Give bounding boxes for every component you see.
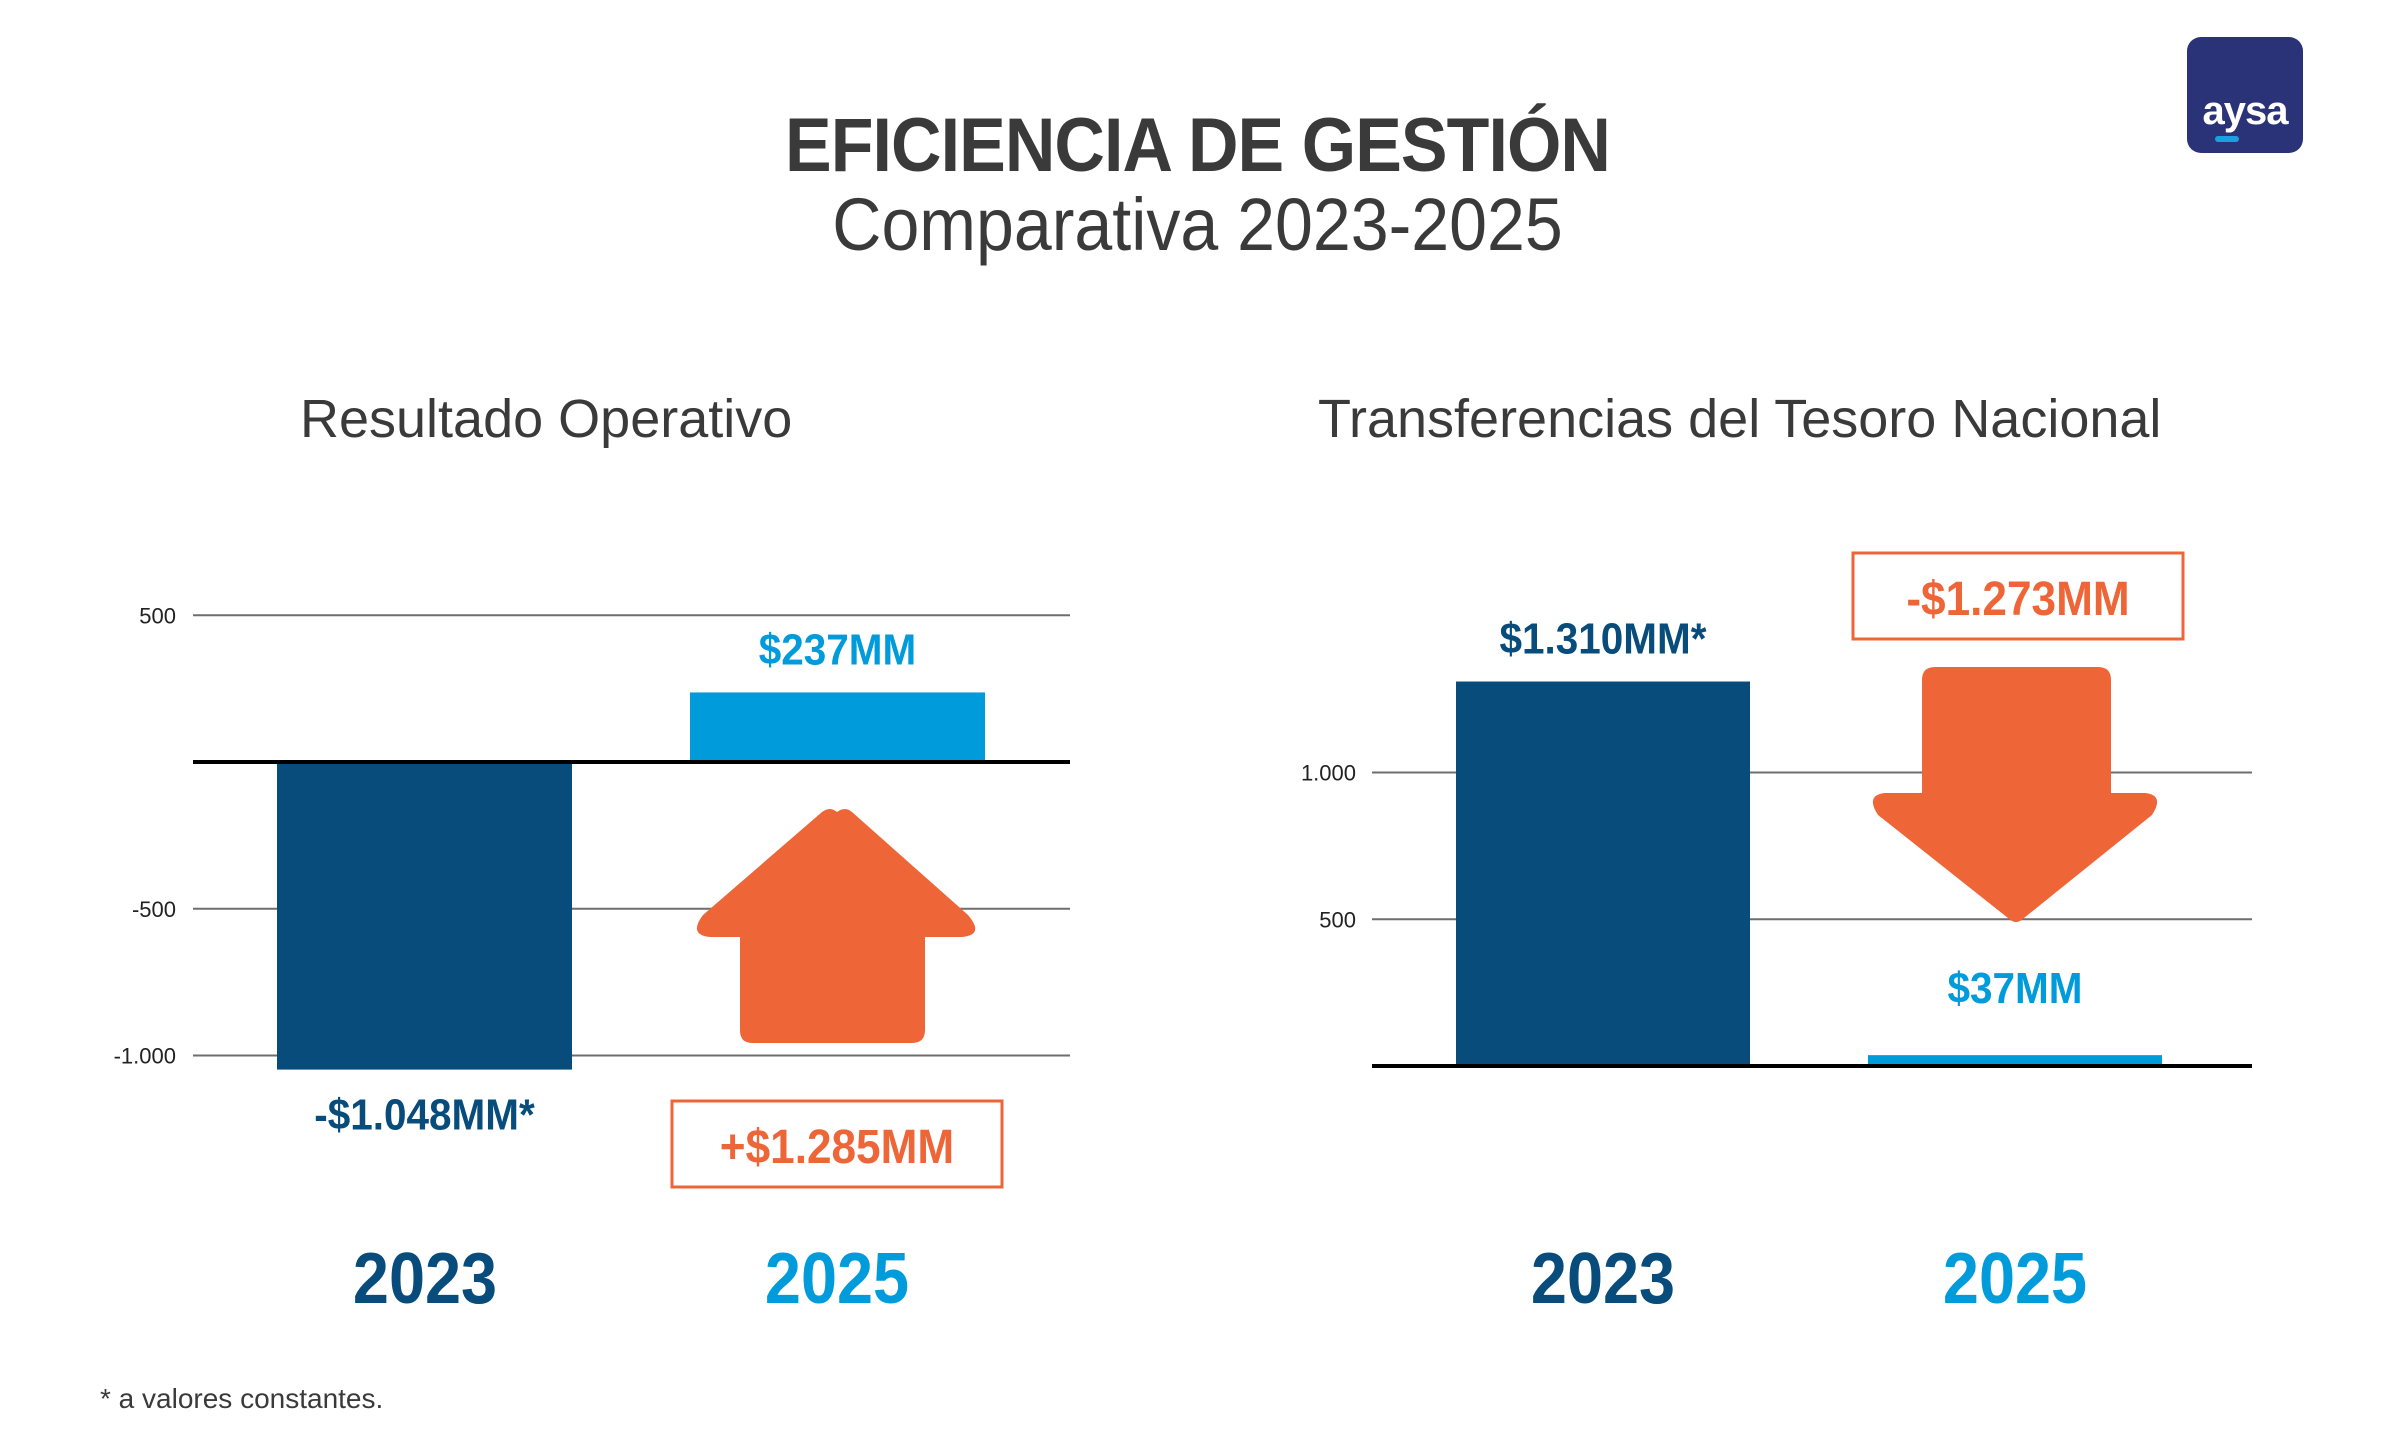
change-label: +$1.285MM — [720, 1119, 954, 1173]
footnote: * a valores constantes. — [100, 1383, 384, 1414]
change-label: -$1.273MM — [1906, 571, 2129, 625]
chart-title-transferencias: Transferencias del Tesoro Nacional — [1318, 389, 2162, 449]
year-label-2025: 2025 — [1943, 1238, 2087, 1319]
y-tick-label: 500 — [1319, 907, 1356, 932]
change-label-box — [1851, 551, 2185, 641]
bar-2025 — [690, 692, 985, 762]
y-tick-label: -1.000 — [114, 1044, 176, 1069]
data-label-2023: $1.310MM* — [1500, 614, 1707, 663]
aysa-logo: aysa — [2187, 37, 2303, 153]
y-tick-label: 1.000 — [1301, 761, 1356, 786]
year-label-2025: 2025 — [765, 1238, 909, 1319]
arrow-up-icon — [696, 809, 976, 1043]
y-tick-label: 500 — [139, 603, 176, 628]
logo-wave-icon — [2215, 136, 2239, 142]
data-label-2023: -$1.048MM* — [314, 1090, 535, 1139]
year-label-2023: 2023 — [1531, 1238, 1675, 1319]
page-title: EFICIENCIA DE GESTIÓN — [785, 103, 1611, 188]
arrow-down-icon — [1872, 667, 2158, 922]
bar-2023 — [1456, 681, 1750, 1066]
change-label-box — [670, 1099, 1004, 1189]
y-tick-label: -500 — [132, 897, 176, 922]
bar-2025 — [1868, 1055, 2162, 1066]
data-label-2025: $37MM — [1948, 964, 2083, 1013]
logo-text: aysa — [2202, 89, 2289, 133]
chart-title-resultado-operativo: Resultado Operativo — [300, 389, 793, 449]
year-label-2023: 2023 — [353, 1238, 497, 1319]
bar-2023 — [277, 762, 572, 1070]
page-subtitle: Comparativa 2023-2025 — [832, 183, 1563, 266]
data-label-2025: $237MM — [759, 625, 916, 674]
